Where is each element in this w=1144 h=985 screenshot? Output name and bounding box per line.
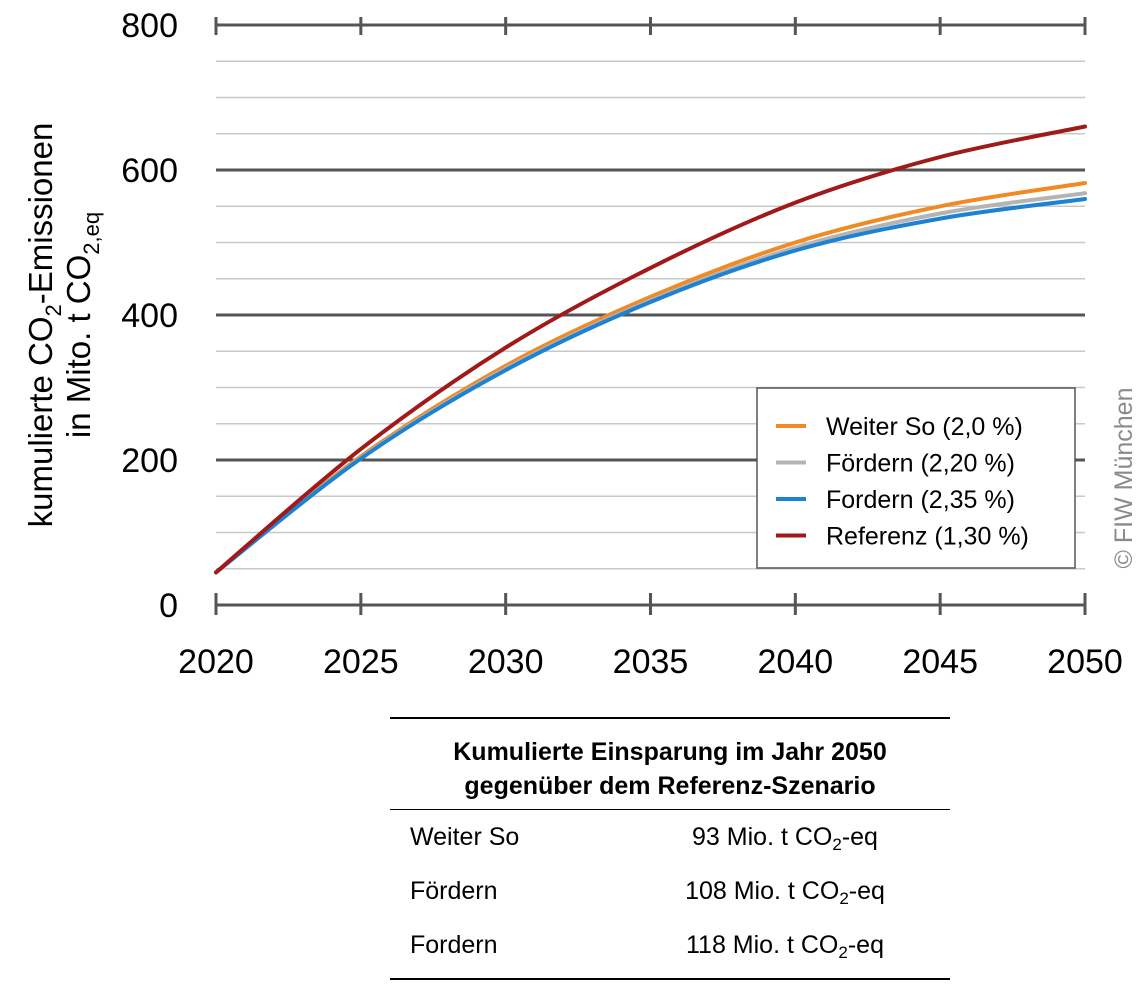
y-axis-label-line2: in Mito. t CO2,eq: [60, 212, 104, 438]
x-tick-label: 2035: [613, 643, 689, 681]
x-tick-label: 2025: [323, 643, 399, 681]
table-header-line1: Kumulierte Einsparung im Jahr 2050: [453, 738, 887, 766]
legend: Weiter So (2,0 %) Fördern (2,20 %) Fordern…: [756, 387, 1076, 569]
table-row: Weiter So 93 Mio. t CO2-eq: [390, 810, 950, 864]
table-header: Kumulierte Einsparung im Jahr 2050 gegen…: [390, 719, 950, 803]
table-body: Weiter So 93 Mio. t CO2-eq Fördern 108 M…: [390, 810, 950, 972]
legend-label: Fordern (2,35 %): [826, 486, 1015, 514]
axes: 2020 2025 2030 2035 2040 2045 2050 0 200 400 600 80…: [121, 7, 1123, 681]
x-tick-label: 2020: [178, 643, 254, 681]
y-tick-label: 800: [121, 7, 178, 45]
legend-label: Referenz (1,30 %): [826, 523, 1029, 551]
legend-label: Fördern (2,20 %): [826, 450, 1015, 478]
series-line-4: [214, 124, 1087, 575]
table-bottom-rule: [390, 978, 950, 980]
scenario-name: Weiter So: [410, 822, 520, 851]
table-header-line2: gegenüber dem Referenz-Szenario: [464, 772, 876, 800]
savings-value: 108 Mio. t CO2-eq: [685, 876, 885, 908]
grid-lines: [216, 60, 1085, 570]
copyright-label: © FIW München: [1110, 388, 1138, 569]
y-tick-label: 200: [121, 442, 178, 480]
savings-table: Kumulierte Einsparung im Jahr 2050 gegen…: [390, 717, 950, 980]
y-tick-label: 400: [121, 297, 178, 335]
x-tick-label: 2040: [758, 643, 834, 681]
table-row: Fördern 108 Mio. t CO2-eq: [390, 864, 950, 918]
series-lines: [214, 124, 1087, 575]
scenario-name: Fordern: [410, 930, 498, 959]
y-tick-label: 0: [159, 587, 178, 625]
savings-value: 118 Mio. t CO2-eq: [686, 930, 884, 962]
emissions-chart: 2020 2025 2030 2035 2040 2045 2050 0 200 400 600 80…: [22, 7, 1138, 681]
y-axis-label: kumulierte CO2-Emissionen: [22, 123, 66, 528]
y-tick-label: 600: [121, 152, 178, 190]
x-tick-label: 2045: [902, 643, 978, 681]
savings-value: 93 Mio. t CO2-eq: [692, 822, 878, 854]
legend-label: Weiter So (2,0 %): [826, 413, 1023, 441]
scenario-name: Fördern: [410, 876, 498, 905]
table-top-rule: [390, 717, 950, 719]
legend-box: [756, 387, 1076, 569]
table-row: Fordern 118 Mio. t CO2-eq: [390, 918, 950, 972]
table-header-rule: [390, 809, 950, 810]
x-tick-label: 2030: [468, 643, 544, 681]
x-tick-label: 2050: [1047, 643, 1123, 681]
series-line-3: [214, 197, 1087, 575]
